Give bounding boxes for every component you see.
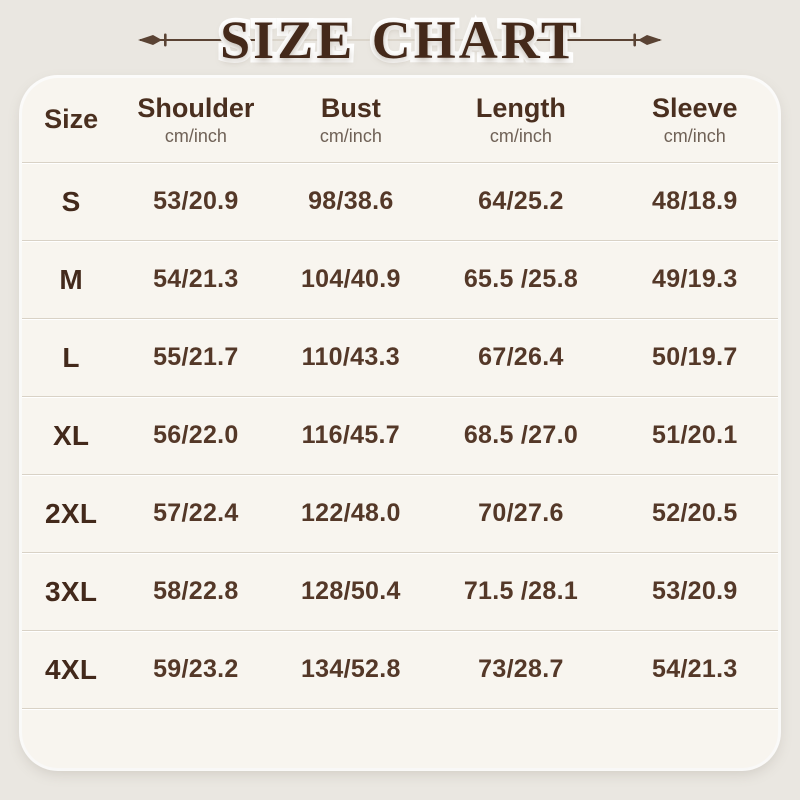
size-chart-card: Size Shoulder cm/inch Bust cm/inch Lengt…	[22, 78, 778, 768]
bust-cell: 128/50.4	[300, 577, 401, 605]
sleeve-cell: 48/18.9	[652, 187, 738, 215]
table-row: M 54/21.3 104/40.9 65.5 /25.8 49/19.3	[22, 241, 778, 319]
column-header-label: Bust	[320, 93, 381, 124]
column-header: Length cm/inch	[430, 93, 611, 147]
shoulder-cell: 58/22.8	[153, 577, 239, 605]
size-cell: XL	[52, 419, 90, 451]
column-header-label: Size	[44, 104, 99, 135]
title-banner: SIZE CHART	[0, 0, 800, 80]
table-row: 2XL 57/22.4 122/48.0 70/27.6 52/20.5	[22, 475, 778, 553]
right-arrow-ornament-icon	[534, 33, 662, 47]
column-header: Size	[22, 104, 120, 135]
bust-cell: 116/45.7	[301, 421, 400, 449]
table-body: S 53/20.9 98/38.6 64/25.2 48/18.9 M 54/2…	[22, 163, 778, 709]
column-header-unit: cm/inch	[164, 126, 227, 147]
left-arrow-ornament-icon	[138, 33, 266, 47]
sleeve-cell: 54/21.3	[652, 655, 738, 683]
shoulder-cell: 56/22.0	[153, 421, 239, 449]
table-row: 4XL 59/23.2 134/52.8 73/28.7 54/21.3	[22, 631, 778, 709]
shoulder-cell: 54/21.3	[153, 265, 239, 293]
table-row: XL 56/22.0 116/45.7 68.5 /27.0 51/20.1	[22, 397, 778, 475]
column-header-label: Length	[475, 93, 566, 124]
length-cell: 70/27.6	[478, 499, 564, 527]
page-title: SIZE CHART	[216, 6, 582, 75]
column-header: Shoulder cm/inch	[120, 93, 271, 147]
length-cell: 64/25.2	[478, 187, 564, 215]
bust-cell: 104/40.9	[300, 265, 401, 293]
table-row: S 53/20.9 98/38.6 64/25.2 48/18.9	[22, 163, 778, 241]
table-row: 3XL 58/22.8 128/50.4 71.5 /28.1 53/20.9	[22, 553, 778, 631]
column-header-unit: cm/inch	[319, 126, 382, 147]
sleeve-cell: 52/20.5	[652, 499, 738, 527]
column-header-unit: cm/inch	[489, 126, 552, 147]
shoulder-cell: 55/21.7	[153, 343, 239, 371]
table-row: L 55/21.7 110/43.3 67/26.4 50/19.7	[22, 319, 778, 397]
column-header-unit: cm/inch	[663, 126, 726, 147]
size-cell: S	[61, 185, 81, 217]
size-cell: M	[59, 263, 83, 295]
sleeve-cell: 49/19.3	[652, 265, 738, 293]
column-header-label: Shoulder	[137, 93, 255, 124]
bust-cell: 122/48.0	[300, 499, 401, 527]
bust-cell: 110/43.3	[301, 343, 400, 371]
length-cell: 67/26.4	[478, 343, 564, 371]
bust-cell: 98/38.6	[308, 187, 394, 215]
column-header: Bust cm/inch	[271, 93, 430, 147]
bust-cell: 134/52.8	[300, 655, 401, 683]
size-cell: 4XL	[45, 653, 98, 685]
shoulder-cell: 57/22.4	[153, 499, 239, 527]
column-header: Sleeve cm/inch	[612, 93, 778, 147]
table-header-row: Size Shoulder cm/inch Bust cm/inch Lengt…	[22, 78, 778, 163]
size-cell: L	[62, 341, 80, 373]
shoulder-cell: 53/20.9	[153, 187, 239, 215]
column-header-label: Sleeve	[652, 93, 738, 124]
sleeve-cell: 53/20.9	[652, 577, 738, 605]
size-cell: 2XL	[45, 497, 98, 529]
shoulder-cell: 59/23.2	[153, 655, 239, 683]
sleeve-cell: 50/19.7	[652, 343, 738, 371]
sleeve-cell: 51/20.1	[652, 421, 738, 449]
length-cell: 71.5 /28.1	[463, 577, 579, 605]
length-cell: 73/28.7	[478, 655, 564, 683]
title-divider-line	[152, 39, 648, 41]
length-cell: 68.5 /27.0	[463, 421, 579, 449]
length-cell: 65.5 /25.8	[463, 265, 579, 293]
size-cell: 3XL	[45, 575, 98, 607]
